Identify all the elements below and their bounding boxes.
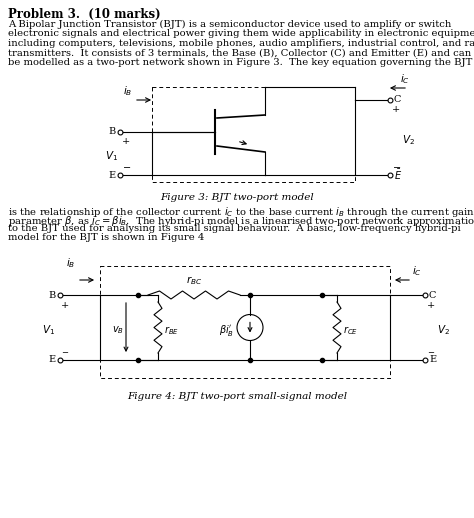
Text: $i_B$: $i_B$ bbox=[65, 256, 75, 270]
Text: +: + bbox=[427, 300, 435, 309]
Text: $i_C$: $i_C$ bbox=[400, 72, 410, 86]
Text: parameter $\beta$, as $i_C = \beta i_B$.  The hybrid-pi model is a linearised tw: parameter $\beta$, as $i_C = \beta i_B$.… bbox=[8, 214, 474, 228]
Text: A Bipolar Junction Transistor (BJT) is a semiconductor device used to amplify or: A Bipolar Junction Transistor (BJT) is a… bbox=[8, 20, 451, 29]
Text: +: + bbox=[392, 106, 400, 114]
Text: $V_1$: $V_1$ bbox=[42, 324, 55, 337]
Text: $\bar{E}$: $\bar{E}$ bbox=[394, 168, 402, 182]
Text: $r_{BE}$: $r_{BE}$ bbox=[164, 324, 179, 337]
Text: $V_2$: $V_2$ bbox=[402, 134, 415, 148]
Text: E: E bbox=[49, 355, 56, 365]
Text: $r_{CE}$: $r_{CE}$ bbox=[343, 324, 358, 337]
Text: be modelled as a two-port network shown in Figure 3.  The key equation governing: be modelled as a two-port network shown … bbox=[8, 58, 473, 67]
Text: B: B bbox=[109, 127, 116, 137]
Text: $-$: $-$ bbox=[427, 347, 435, 355]
Text: is the relationship of the collector current $i_C$ to the base current $i_B$ thr: is the relationship of the collector cur… bbox=[8, 205, 474, 219]
Text: $V_1$: $V_1$ bbox=[105, 150, 118, 163]
Text: +: + bbox=[122, 137, 130, 146]
Text: Figure 3: BJT two-port model: Figure 3: BJT two-port model bbox=[160, 193, 314, 202]
Text: Figure 4: BJT two-port small-signal model: Figure 4: BJT two-port small-signal mode… bbox=[127, 392, 347, 401]
Text: E: E bbox=[429, 355, 436, 365]
Text: $-$: $-$ bbox=[122, 162, 131, 170]
Text: E: E bbox=[109, 170, 116, 180]
Text: Problem 3.  (10 marks): Problem 3. (10 marks) bbox=[8, 8, 161, 21]
Text: $r_{BC}$: $r_{BC}$ bbox=[186, 274, 202, 287]
Text: transmitters.  It consists of 3 terminals, the Base (B), Collector (C) and Emitt: transmitters. It consists of 3 terminals… bbox=[8, 49, 471, 57]
Text: electronic signals and electrical power giving them wide applicability in electr: electronic signals and electrical power … bbox=[8, 30, 474, 38]
Text: $\beta i_B^\prime$: $\beta i_B^\prime$ bbox=[219, 323, 234, 338]
Text: $-$: $-$ bbox=[392, 162, 401, 170]
Text: including computers, televisions, mobile phones, audio amplifiers, industrial co: including computers, televisions, mobile… bbox=[8, 39, 474, 48]
Text: to the BJT used for analysing its small signal behaviour.  A basic, low-frequenc: to the BJT used for analysing its small … bbox=[8, 224, 461, 233]
Text: model for the BJT is shown in Figure 4: model for the BJT is shown in Figure 4 bbox=[8, 234, 204, 242]
Text: $i_B$: $i_B$ bbox=[123, 84, 132, 98]
Text: $V_2$: $V_2$ bbox=[437, 324, 450, 337]
Text: +: + bbox=[61, 300, 69, 309]
Text: $-$: $-$ bbox=[61, 347, 69, 355]
Text: $v_B$: $v_B$ bbox=[112, 325, 124, 336]
Text: C: C bbox=[429, 291, 437, 299]
Text: C: C bbox=[394, 95, 401, 105]
Text: B: B bbox=[49, 291, 56, 299]
Text: $i_C$: $i_C$ bbox=[412, 264, 422, 278]
